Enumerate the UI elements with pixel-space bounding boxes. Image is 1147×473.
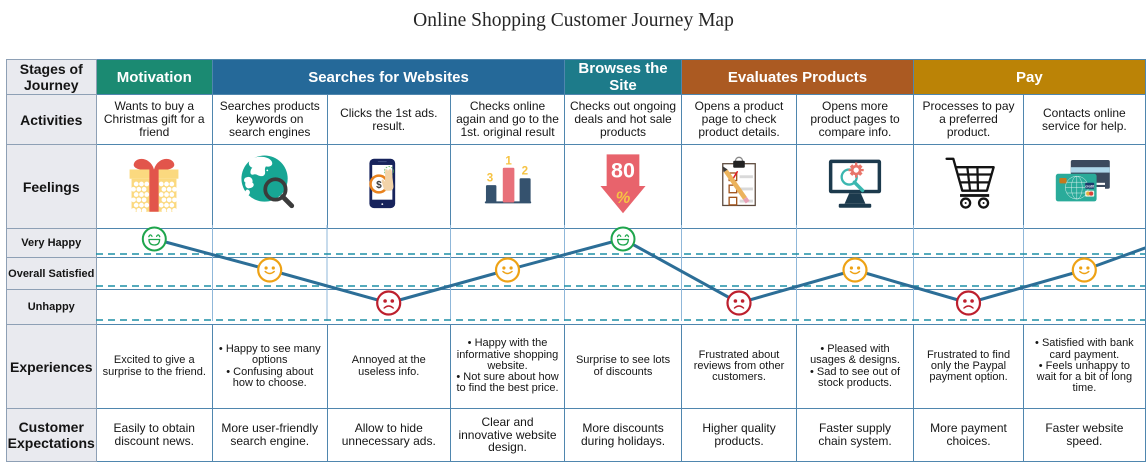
svg-text:credit: credit <box>1086 184 1096 188</box>
svg-text:3: 3 <box>486 172 493 185</box>
svg-text:80: 80 <box>611 159 635 183</box>
svg-text:2: 2 <box>521 165 527 178</box>
svg-text:%: % <box>616 189 631 207</box>
svg-text:$: $ <box>376 180 382 191</box>
svg-text:1: 1 <box>505 154 512 167</box>
